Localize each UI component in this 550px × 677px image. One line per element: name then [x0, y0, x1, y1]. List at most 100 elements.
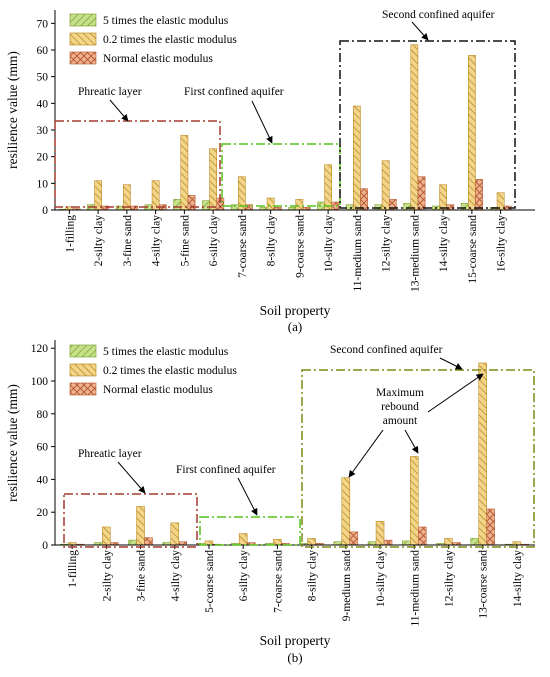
legend-label-s5-a: 5 times the elastic modulus	[103, 15, 229, 27]
phreatic-layer-label-a: Phreatic layer	[78, 86, 142, 98]
x-tick-label-b-10: 11-medium sand	[409, 550, 421, 627]
y-tick-label-a-7: 70	[37, 18, 49, 30]
y-tick-label-a-2: 20	[37, 152, 49, 164]
y-tick-label-a-5: 50	[37, 72, 49, 84]
first-aquifer-arrow-b	[237, 477, 258, 516]
bar-a-s5-5	[202, 200, 210, 211]
bar-a-s02-11	[381, 160, 390, 211]
y-tick-label-b-3: 60	[37, 442, 49, 454]
bar-b-s02-9	[375, 520, 385, 546]
bar-b-snorm-2	[144, 537, 153, 546]
bar-a-s02-4	[180, 135, 189, 211]
x-tick-label-a-2: 3-fine sand	[122, 215, 134, 267]
legend-label-s5-b: 5 times the elastic modulus	[103, 346, 229, 358]
bar-b-s02-7	[307, 538, 316, 546]
x-tick-label-a-11: 12-silty clay	[381, 215, 393, 272]
bar-b-s02-3	[170, 522, 179, 546]
bar-b-s02-11	[444, 538, 453, 546]
bar-b-s02-2	[136, 506, 145, 546]
x-tick-label-b-13: 14-silty clay	[512, 550, 524, 607]
panel-label-b: (b)	[287, 650, 302, 665]
max-rebound-arrow-left	[348, 429, 384, 478]
y-axis-title-a: resilience value (mm)	[5, 51, 20, 169]
x-tick-label-a-8: 9-coarse sand	[294, 215, 306, 278]
bar-a-snorm-12	[417, 176, 426, 211]
bar-b-s02-10	[410, 456, 419, 546]
phreatic-layer-box-b	[63, 493, 198, 548]
phreatic-layer-arrow-b	[117, 461, 146, 494]
y-tick-label-a-1: 10	[37, 178, 49, 190]
bar-a-s02-9	[324, 164, 332, 211]
legend-label-snorm-a: Normal elastic modulus	[103, 53, 213, 65]
x-tick-label-a-10: 11-medium sand	[352, 215, 364, 292]
second-aquifer-arrow-b	[439, 357, 463, 370]
bar-b-s02-1	[102, 526, 111, 546]
bar-a-s02-12	[410, 44, 419, 211]
x-axis-title-a: Soil property	[260, 303, 331, 318]
chart-panel-b: 0 20 40 60 80 100 120 1-filling 2-silty clay 3-f…	[5, 340, 535, 665]
x-tick-label-a-13: 14-silty clay	[438, 215, 450, 272]
legend-swatch-snorm-b	[69, 382, 97, 396]
x-tick-label-a-6: 7-coarse sand	[237, 215, 249, 278]
x-tick-label-a-3: 4-silty clay	[151, 215, 163, 267]
bar-a-s5-4	[173, 199, 182, 211]
x-tick-label-a-14: 15-coarse sand	[467, 215, 479, 284]
x-tick-label-b-8: 9-medium sand	[341, 550, 353, 621]
x-tick-label-a-4: 5-fine sand	[179, 215, 191, 267]
x-axis-title-b: Soil property	[260, 633, 331, 648]
legend-swatch-s02-a	[69, 32, 97, 46]
x-axis-category-labels-b: 1-filling 2-silty clay 3-fine sand 4-silty …	[67, 550, 524, 627]
y-tick-label-b-2: 40	[37, 474, 49, 486]
phreatic-layer-arrow-a	[109, 99, 129, 122]
second-aquifer-label-a: Second confined aquifer	[382, 9, 495, 21]
x-tick-label-b-2: 3-fine sand	[136, 550, 148, 602]
legend-label-s02-a: 0.2 times the elastic modulus	[103, 34, 237, 46]
x-tick-label-b-5: 6-silty clay	[238, 550, 250, 602]
x-tick-label-b-7: 8-silty clay	[307, 550, 319, 602]
bar-a-snorm-4	[187, 195, 196, 211]
bar-b-snorm-8	[349, 531, 359, 546]
x-tick-label-a-5: 6-silty clay	[208, 215, 220, 267]
bar-a-s5-12	[403, 203, 412, 211]
bar-a-s5-10	[345, 204, 354, 211]
second-aquifer-label-b: Second confined aquifer	[330, 344, 443, 356]
x-tick-label-b-6: 7-coarse sand	[272, 550, 284, 613]
bar-b-s5-10	[402, 540, 411, 546]
x-tick-label-a-9: 10-silty clay	[323, 215, 335, 272]
y-tick-label-a-3: 30	[37, 125, 49, 137]
chart-panel-a: 0 10 20 30 40 50 60 70 1-filling 2-silty clay 3-f…	[5, 9, 535, 334]
legend-swatch-s02-b	[69, 363, 97, 377]
x-tick-label-a-0: 1-filling	[64, 215, 76, 253]
second-aquifer-box-a	[339, 40, 516, 209]
y-axis-title-b: resilience value (mm)	[5, 384, 20, 502]
bar-a-s02-13	[439, 184, 447, 211]
bar-b-s5-12	[470, 538, 479, 546]
x-tick-label-a-7: 8-silty clay	[266, 215, 278, 267]
legend-b: 5 times the elastic modulus 0.2 times th…	[69, 344, 237, 396]
bar-a-s02-1	[94, 180, 102, 211]
bar-a-snorm-10	[360, 188, 368, 211]
bar-b-s5-2	[128, 539, 137, 546]
x-tick-label-b-9: 10-silty clay	[375, 550, 387, 607]
x-tick-label-b-4: 5-coarse sand	[204, 550, 216, 613]
x-tick-label-b-12: 13-coarse sand	[478, 550, 490, 619]
bar-a-s02-5	[209, 148, 217, 211]
legend-swatch-s5-a	[69, 13, 97, 27]
bar-b-s02-5	[238, 533, 248, 546]
legend-swatch-snorm-a	[69, 51, 97, 65]
bar-a-s02-10	[353, 105, 361, 211]
phreatic-layer-label-b: Phreatic layer	[78, 448, 142, 460]
second-aquifer-arrow-a	[411, 21, 429, 41]
bar-b-snorm-12	[486, 508, 495, 546]
legend-label-snorm-b: Normal elastic modulus	[103, 384, 213, 396]
first-aquifer-label-b: First confined aquifer	[176, 464, 276, 476]
x-tick-label-a-15: 16-silty clay	[496, 215, 508, 272]
max-rebound-label-line3: amount	[383, 415, 418, 427]
max-rebound-arrow-right	[427, 373, 484, 413]
bars-b	[59, 362, 530, 546]
y-tick-label-b-5: 100	[31, 376, 49, 388]
bar-b-s02-12	[478, 362, 487, 546]
bar-b-s02-8	[341, 477, 351, 546]
bar-a-snorm-14	[475, 179, 483, 211]
